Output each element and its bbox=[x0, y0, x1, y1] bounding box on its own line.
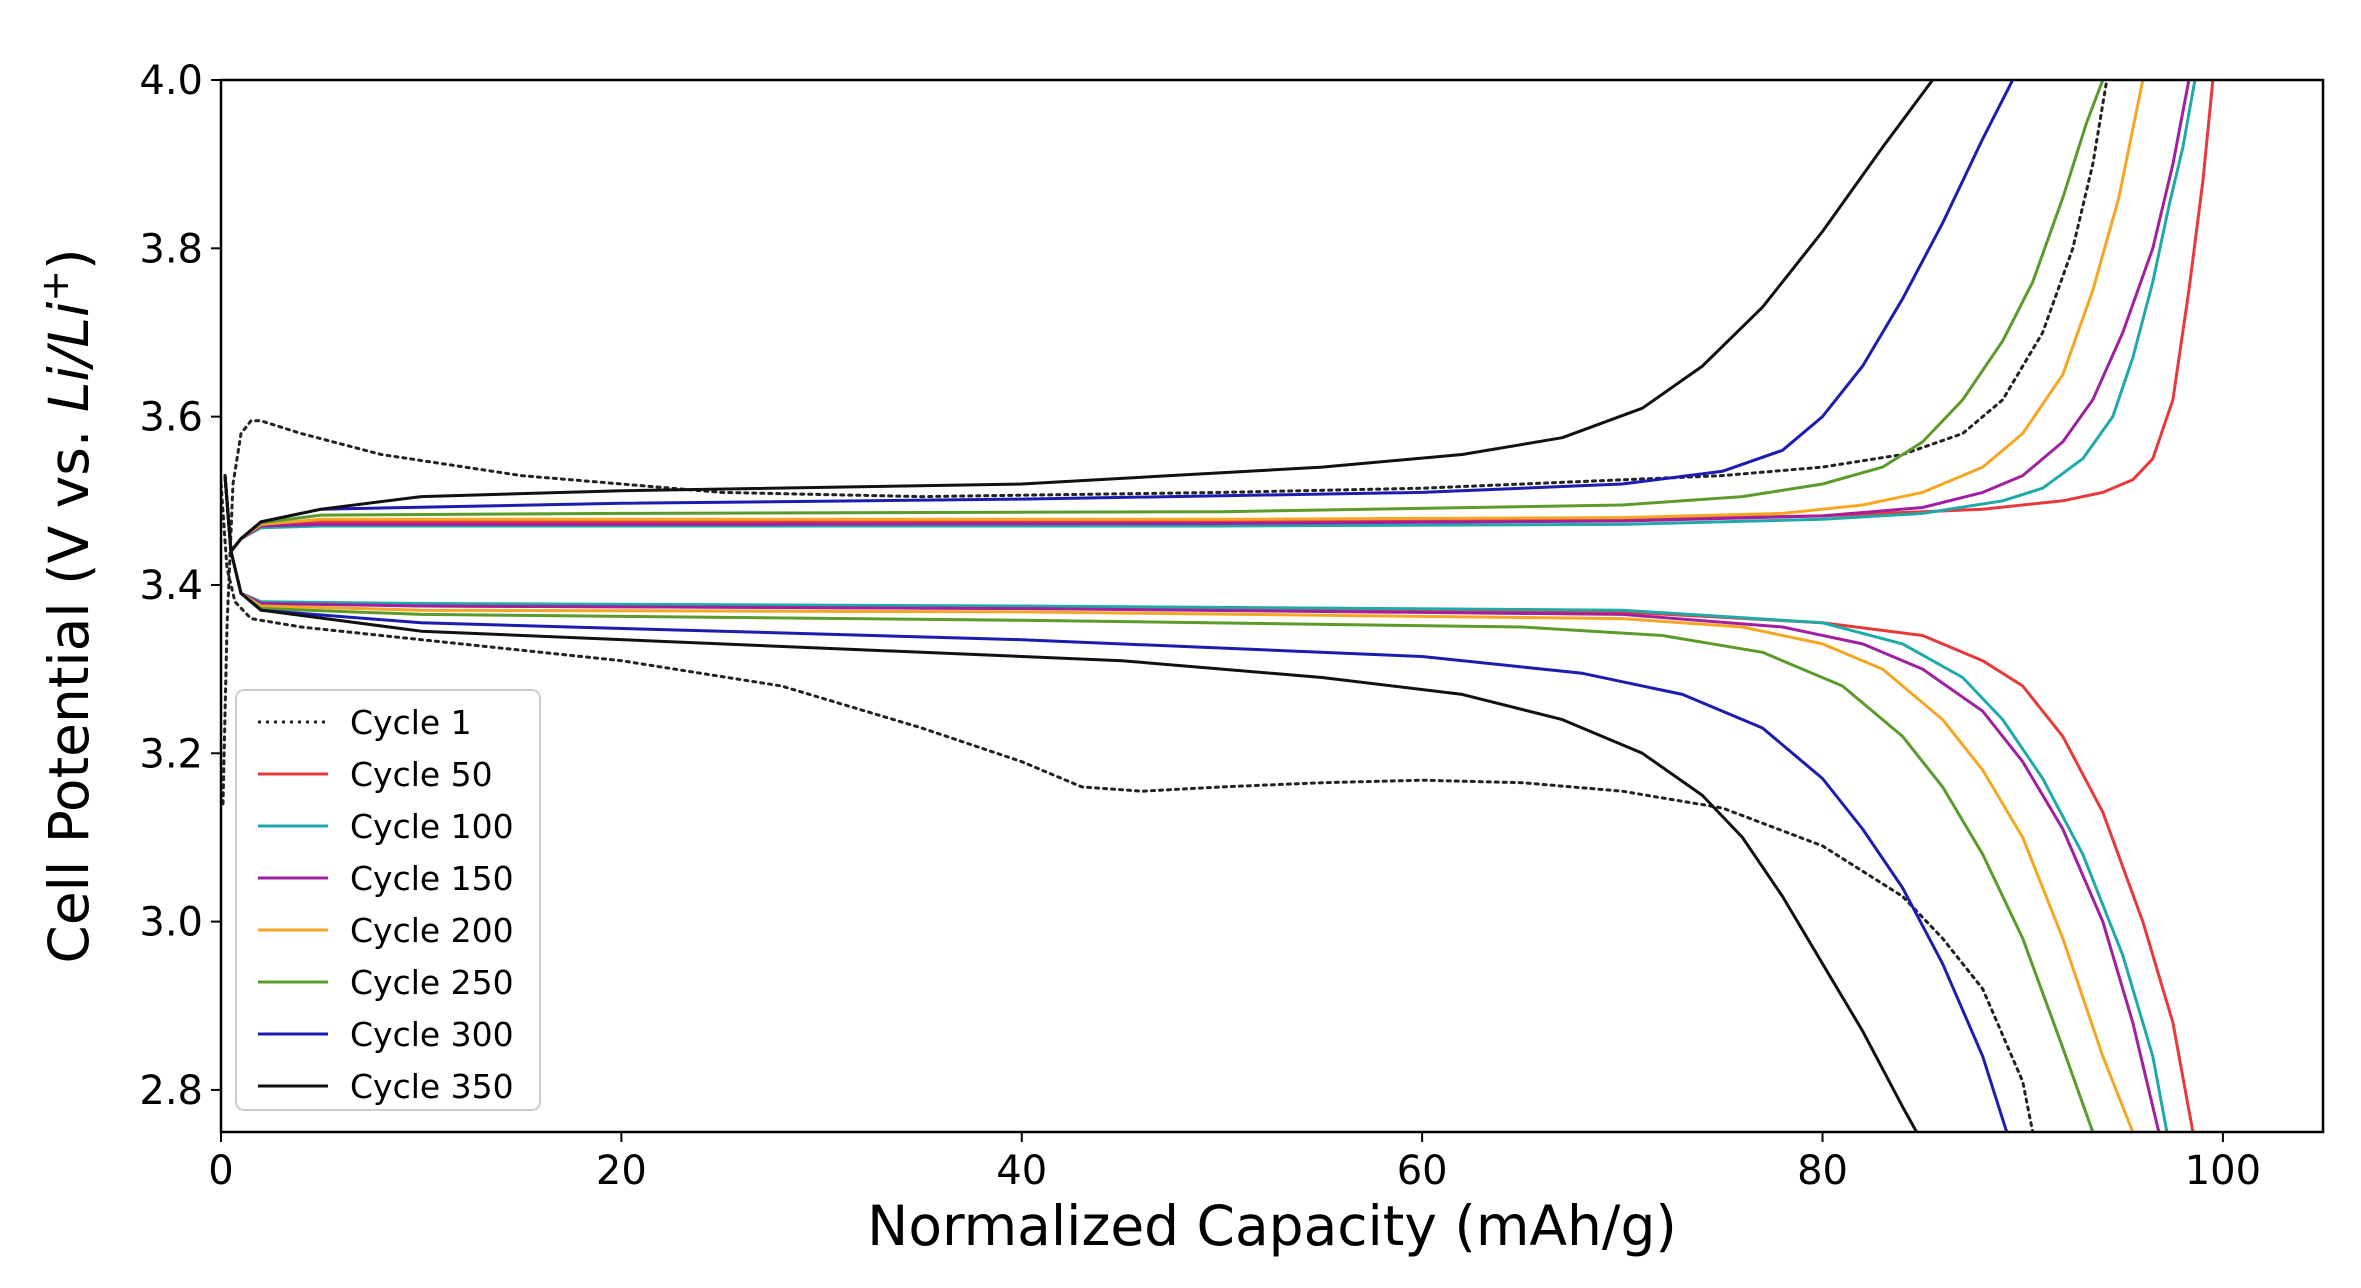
series-group bbox=[221, 80, 2215, 1132]
y-tick-label: 3.6 bbox=[139, 395, 203, 441]
x-tick-label: 40 bbox=[996, 1148, 1047, 1194]
legend: Cycle 1 Cycle 50 Cycle 100 Cycle 150 Cycle 2… bbox=[235, 689, 541, 1111]
y-tick-label: 2.8 bbox=[139, 1068, 203, 1114]
plot-frame bbox=[219, 78, 2325, 1134]
legend-label: Cycle 300 bbox=[350, 1015, 514, 1054]
legend-label: Cycle 150 bbox=[350, 859, 514, 898]
x-tick-label: 0 bbox=[208, 1148, 233, 1194]
legend-label: Cycle 50 bbox=[350, 755, 493, 794]
y-tick-label: 4.0 bbox=[139, 58, 203, 104]
y-axis-title-part-2: Li/Li bbox=[37, 301, 101, 412]
legend-label: Cycle 250 bbox=[350, 963, 514, 1002]
y-tick-label: 3.0 bbox=[139, 900, 203, 946]
x-tick-label: 100 bbox=[2185, 1148, 2261, 1194]
series-cycle-350-charge bbox=[223, 80, 1935, 553]
y-tick-label: 3.8 bbox=[139, 226, 203, 272]
x-tick-label: 80 bbox=[1797, 1148, 1848, 1194]
legend-box bbox=[235, 689, 541, 1111]
y-axis-title-part-1: Cell Potential (V vs. bbox=[37, 412, 101, 963]
y-tick-label: 3.4 bbox=[139, 563, 203, 609]
x-tick-label: 20 bbox=[596, 1148, 647, 1194]
y-axis-title: Cell Potential (V vs. Li/Li+) bbox=[33, 248, 101, 963]
y-axis-title-part-4: ) bbox=[37, 248, 101, 269]
legend-label: Cycle 100 bbox=[350, 807, 514, 846]
y-tick-label: 3.2 bbox=[139, 731, 203, 777]
x-tick-label: 60 bbox=[1397, 1148, 1448, 1194]
y-axis-title-superscript: + bbox=[33, 270, 77, 302]
plot-area bbox=[221, 80, 2215, 1132]
legend-label: Cycle 1 bbox=[350, 703, 472, 742]
legend-label: Cycle 200 bbox=[350, 911, 514, 950]
x-axis: 0 20 40 60 80 100 bbox=[208, 1132, 2261, 1194]
legend-label: Cycle 350 bbox=[350, 1067, 514, 1106]
series-cycle-350-discharge bbox=[223, 474, 1919, 1132]
x-axis-title: Normalized Capacity (mAh/g) bbox=[867, 1194, 1677, 1258]
y-axis: 2.8 3.0 3.2 3.4 3.6 3.8 4.0 bbox=[139, 58, 221, 1114]
